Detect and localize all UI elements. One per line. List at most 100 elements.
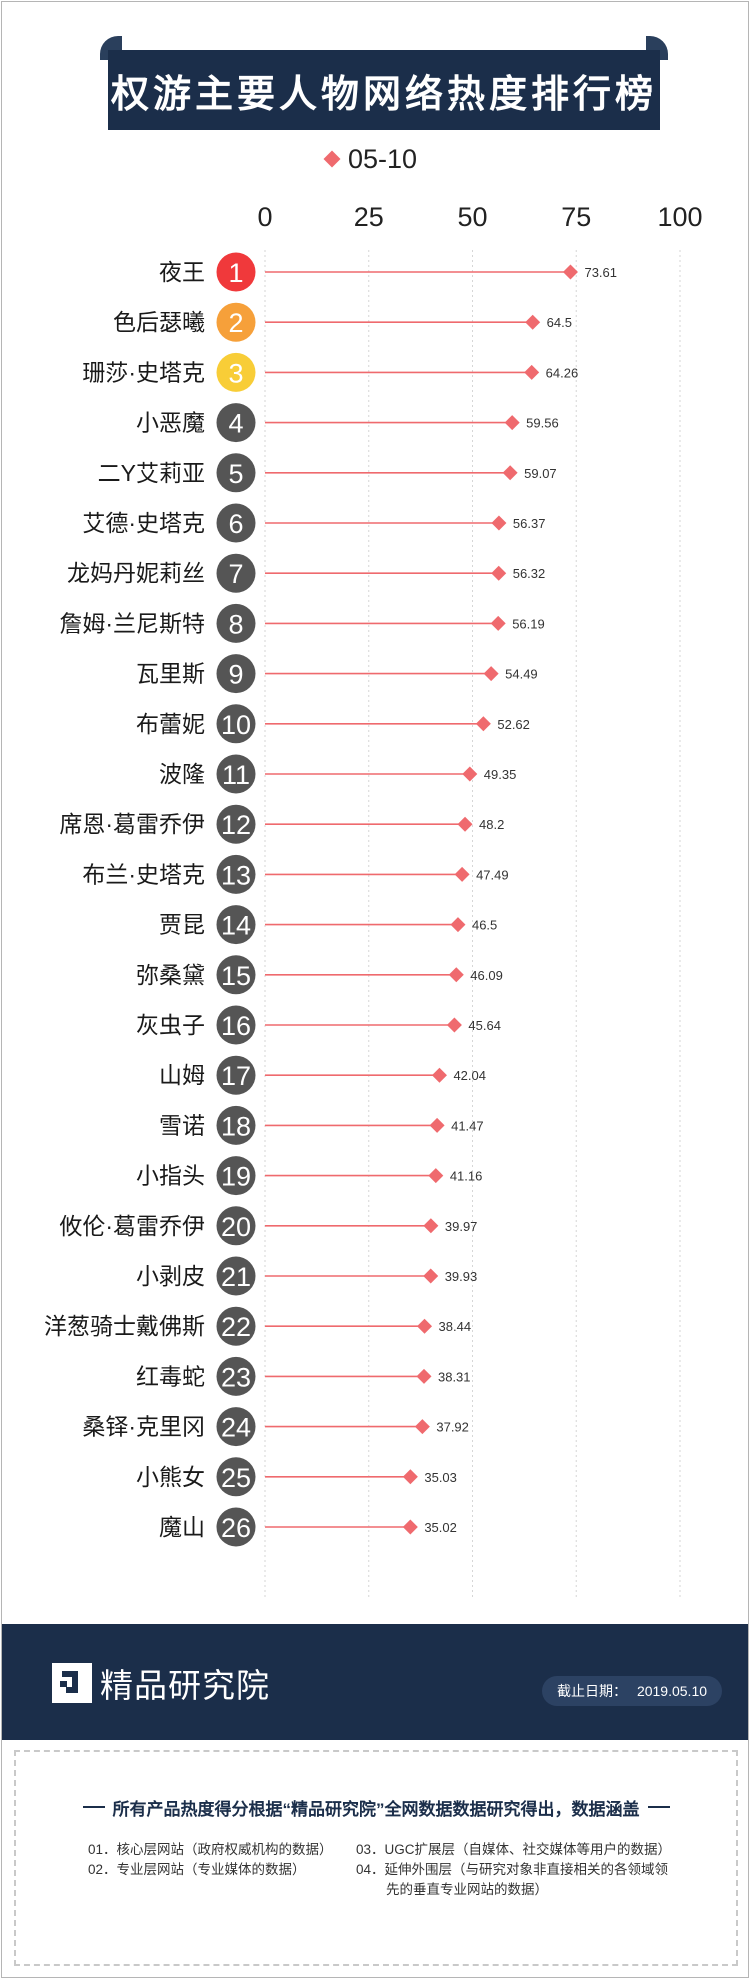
rank-number: 17	[221, 1061, 251, 1091]
data-label: 46.5	[472, 918, 497, 933]
value-point	[457, 816, 473, 832]
row-name-label: 红毒蛇	[136, 1363, 205, 1389]
rank-number: 4	[228, 409, 243, 439]
data-label: 41.47	[451, 1118, 484, 1133]
rank-badge	[216, 1005, 256, 1045]
data-label: 39.93	[445, 1269, 478, 1284]
data-label: 42.04	[453, 1068, 486, 1083]
row-name-label: 贾昆	[159, 912, 205, 938]
rank-number: 24	[221, 1413, 251, 1443]
value-point	[402, 1519, 418, 1535]
note-title-left-dash	[82, 1806, 105, 1808]
data-label: 45.64	[468, 1018, 501, 1033]
rank-number: 5	[228, 459, 243, 489]
rank-number: 9	[228, 660, 243, 690]
rank-number: 25	[221, 1463, 251, 1493]
row-name-label: 小剥皮	[136, 1263, 205, 1289]
x-tick-label: 50	[457, 202, 487, 232]
rank-badge	[216, 1457, 256, 1497]
row-name-label: 小指头	[136, 1163, 205, 1189]
brand-logo-icon	[52, 1663, 92, 1703]
row-name-label: 席恩·葛雷乔伊	[59, 811, 205, 837]
data-label: 38.31	[438, 1369, 471, 1384]
rank-badge	[216, 352, 256, 392]
data-label: 56.37	[513, 516, 546, 531]
rank-badge	[216, 453, 256, 493]
rank-badge	[216, 1256, 256, 1296]
rank-number: 13	[221, 860, 251, 890]
row-name-label: 山姆	[159, 1062, 205, 1088]
value-point	[429, 1117, 445, 1133]
rank-badge	[216, 804, 256, 844]
data-label: 48.2	[479, 817, 504, 832]
row-name-label: 艾德·史塔克	[82, 510, 205, 536]
row-name-label: 波隆	[159, 761, 205, 787]
note-title-right-dash	[647, 1806, 670, 1808]
value-point	[475, 716, 491, 732]
rank-number: 3	[228, 358, 243, 388]
note-item-04-cont: 先的垂直专业网站的数据）	[386, 1882, 548, 1897]
row-name-label: 龙妈丹妮莉丝	[67, 560, 205, 586]
data-label: 46.09	[470, 968, 503, 983]
rank-number: 10	[221, 710, 251, 740]
note-item-02: 02．专业层网站（专业媒体的数据）	[88, 1862, 306, 1877]
x-tick-label: 100	[657, 202, 702, 232]
value-point	[428, 1168, 444, 1184]
data-label: 49.35	[484, 767, 517, 782]
cutoff-date-label: 截止日期：	[556, 1683, 627, 1699]
rank-number: 6	[228, 509, 243, 539]
row-name-label: 布兰·史塔克	[82, 861, 205, 887]
rank-badge	[216, 302, 256, 342]
data-label: 73.61	[584, 265, 617, 280]
rank-number: 21	[221, 1262, 251, 1292]
value-point	[414, 1419, 430, 1435]
data-label: 47.49	[476, 867, 509, 882]
rank-badge	[216, 503, 256, 543]
rank-number: 20	[221, 1212, 251, 1242]
value-point	[446, 1017, 462, 1033]
data-label: 35.03	[424, 1470, 457, 1485]
row-name-label: 小熊女	[136, 1464, 205, 1490]
brand-name: 精品研究院	[100, 1667, 270, 1704]
value-point	[490, 615, 506, 631]
data-label: 64.5	[547, 315, 572, 330]
x-tick-label: 0	[257, 202, 272, 232]
row-name-label: 攸伦·葛雷乔伊	[59, 1213, 205, 1239]
rank-number: 23	[221, 1362, 251, 1392]
rank-number: 16	[221, 1011, 251, 1041]
rank-badge	[216, 1156, 256, 1196]
rank-badge	[216, 654, 256, 694]
data-label: 59.07	[524, 466, 557, 481]
data-label: 35.02	[424, 1520, 457, 1535]
value-point	[416, 1368, 432, 1384]
data-label: 39.97	[445, 1219, 478, 1234]
rank-number: 7	[228, 559, 243, 589]
row-name-label: 弥桑黛	[136, 962, 205, 988]
data-label: 41.16	[450, 1169, 483, 1184]
value-point	[524, 364, 540, 380]
value-point	[402, 1469, 418, 1485]
data-label: 64.26	[546, 365, 579, 380]
data-label: 56.32	[513, 566, 546, 581]
row-name-label: 桑铎·克里冈	[82, 1414, 205, 1440]
rank-number: 2	[228, 308, 243, 338]
value-point	[417, 1318, 433, 1334]
value-point	[562, 264, 578, 280]
value-point	[502, 465, 518, 481]
data-label: 56.19	[512, 616, 545, 631]
row-name-label: 色后瑟曦	[113, 309, 205, 335]
note-title: 所有产品热度得分根据“精品研究院”全网数据数据研究得出，数据涵盖	[14, 1792, 738, 1822]
row-name-label: 珊莎·史塔克	[82, 359, 205, 385]
note-title-text: 所有产品热度得分根据“精品研究院”全网数据数据研究得出，数据涵盖	[112, 1799, 640, 1819]
data-label: 38.44	[439, 1319, 472, 1334]
chart-title: 权游主要人物网络热度排行榜	[108, 50, 660, 130]
rank-number: 22	[221, 1312, 251, 1342]
rank-badge	[216, 252, 256, 292]
cutoff-date-badge: 截止日期： 2019.05.10	[542, 1676, 722, 1706]
legend: 05-10	[323, 142, 417, 176]
rank-number: 14	[221, 911, 251, 941]
rank-badge	[216, 854, 256, 894]
rank-badge	[216, 403, 256, 443]
row-name-label: 夜王	[159, 259, 205, 285]
